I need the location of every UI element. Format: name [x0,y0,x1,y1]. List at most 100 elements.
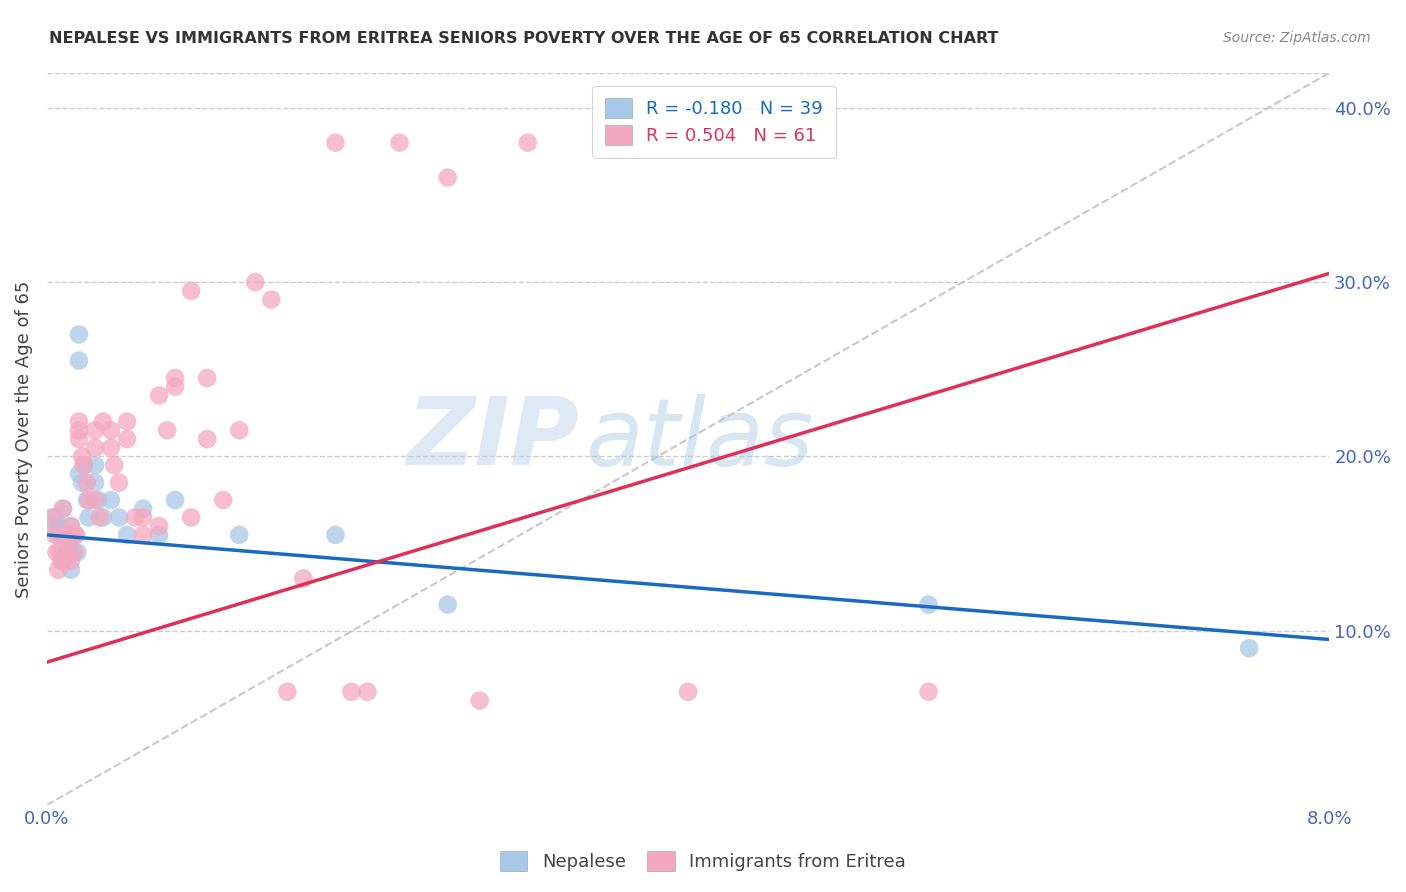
Point [180,510,202,524]
Point [84,458,107,472]
Point [73,458,96,472]
Point [62,528,84,542]
Point [63,545,86,559]
Point [516,136,538,150]
Point [132,501,155,516]
Point [228,423,250,437]
Point [41,519,63,533]
Point [388,136,411,150]
Point [195,371,218,385]
Point [56,545,79,559]
Point [156,423,179,437]
Point [48,545,70,559]
Point [115,432,138,446]
Point [44,528,66,542]
Point [195,432,218,446]
Point [66,545,89,559]
Point [84,475,107,490]
Point [89,510,111,524]
Point [115,528,138,542]
Point [100,493,122,508]
Point [676,685,699,699]
Point [59,519,82,533]
Point [52,501,75,516]
Point [436,598,458,612]
Point [148,388,170,402]
Point [276,685,298,699]
Point [67,423,90,437]
Text: NEPALESE VS IMMIGRANTS FROM ERITREA SENIORS POVERTY OVER THE AGE OF 65 CORRELATI: NEPALESE VS IMMIGRANTS FROM ERITREA SENI… [49,31,998,46]
Point [70,450,93,464]
Point [84,441,107,455]
Point [325,528,347,542]
Point [132,528,155,542]
Point [87,493,110,508]
Point [108,475,131,490]
Point [55,528,77,542]
Point [56,545,79,559]
Point [292,572,315,586]
Point [52,528,75,542]
Text: atlas: atlas [585,393,814,484]
Point [148,519,170,533]
Point [76,493,98,508]
Point [340,685,363,699]
Text: ZIP: ZIP [406,393,579,485]
Point [260,293,283,307]
Point [59,563,82,577]
Point [356,685,378,699]
Point [52,554,75,568]
Point [100,423,122,437]
Point [44,510,66,524]
Point [67,327,90,342]
Point [325,136,347,150]
Point [77,510,100,524]
Point [45,545,67,559]
Point [67,432,90,446]
Point [77,493,100,508]
Point [70,475,93,490]
Point [67,415,90,429]
Point [100,441,122,455]
Point [245,275,267,289]
Point [73,458,96,472]
Point [124,510,146,524]
Point [165,380,187,394]
Point [228,528,250,542]
Point [436,170,458,185]
Point [76,475,98,490]
Point [65,528,87,542]
Point [91,415,114,429]
Point [67,353,90,368]
Point [52,501,75,516]
Point [91,510,114,524]
Point [67,467,90,481]
Point [180,284,202,298]
Point [55,528,77,542]
Point [63,545,86,559]
Point [108,510,131,524]
Point [51,528,73,542]
Point [917,598,939,612]
Point [58,536,80,550]
Point [41,510,63,524]
Point [46,563,69,577]
Point [84,423,107,437]
Point [115,415,138,429]
Point [212,493,235,508]
Text: Source: ZipAtlas.com: Source: ZipAtlas.com [1223,31,1371,45]
Point [45,519,67,533]
Point [62,528,84,542]
Point [48,519,70,533]
Point [468,693,491,707]
Point [46,528,69,542]
Point [51,554,73,568]
Point [59,554,82,568]
Point [103,458,125,472]
Point [52,554,75,568]
Point [132,510,155,524]
Point [165,371,187,385]
Legend: R = -0.180   N = 39, R = 0.504   N = 61: R = -0.180 N = 39, R = 0.504 N = 61 [592,86,835,158]
Legend: Nepalese, Immigrants from Eritrea: Nepalese, Immigrants from Eritrea [494,844,912,879]
Point [148,528,170,542]
